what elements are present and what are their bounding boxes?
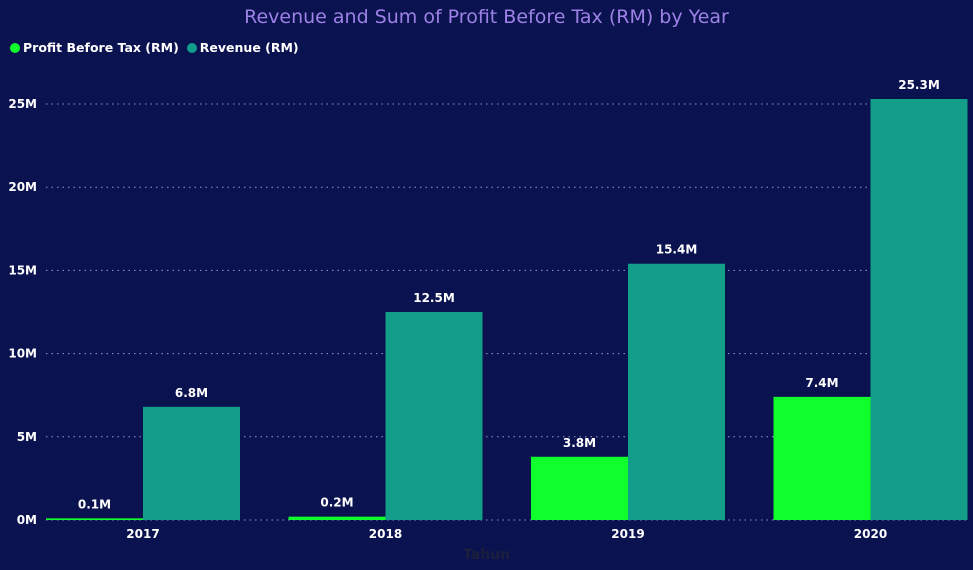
- data-label: 6.8M: [175, 386, 208, 400]
- bar-profit: [46, 518, 143, 520]
- bar-profit: [288, 516, 386, 520]
- x-tick-label: 2018: [369, 527, 402, 541]
- y-tick-label: 0M: [17, 513, 37, 527]
- data-label: 15.4M: [656, 243, 698, 257]
- legend-label-profit: Profit Before Tax (RM): [23, 40, 179, 55]
- bar-profit: [773, 396, 871, 520]
- bar-profit: [531, 456, 628, 520]
- chart-title: Revenue and Sum of Profit Before Tax (RM…: [244, 6, 729, 28]
- data-label: 0.2M: [320, 496, 353, 510]
- x-tick-label: 2019: [611, 527, 644, 541]
- data-label: 0.1M: [78, 497, 111, 511]
- legend-marker-profit: [10, 42, 20, 53]
- legend-item-revenue[interactable]: Revenue (RM): [186, 40, 299, 55]
- x-tick-label: 2017: [126, 527, 159, 541]
- data-label: 12.5M: [413, 291, 455, 305]
- y-tick-label: 15M: [8, 263, 37, 277]
- legend-label-revenue: Revenue (RM): [199, 40, 299, 55]
- bar-revenue: [628, 263, 725, 520]
- legend: Profit Before Tax (RM) Revenue (RM): [10, 40, 299, 55]
- y-tick-label: 5M: [17, 430, 37, 444]
- bar-revenue: [385, 312, 483, 520]
- y-tick-label: 25M: [8, 97, 37, 111]
- data-label: 7.4M: [805, 376, 838, 390]
- x-tick-label: 2020: [854, 527, 887, 541]
- x-axis-title: Tahun: [462, 547, 511, 563]
- bar-revenue: [143, 406, 240, 520]
- data-label: 3.8M: [563, 436, 596, 450]
- legend-marker-revenue: [186, 42, 197, 53]
- y-tick-label: 10M: [8, 347, 37, 361]
- bar-revenue: [870, 99, 968, 521]
- legend-item-profit[interactable]: Profit Before Tax (RM): [10, 40, 179, 55]
- y-tick-label: 20M: [8, 180, 37, 194]
- data-label: 25.3M: [898, 78, 940, 92]
